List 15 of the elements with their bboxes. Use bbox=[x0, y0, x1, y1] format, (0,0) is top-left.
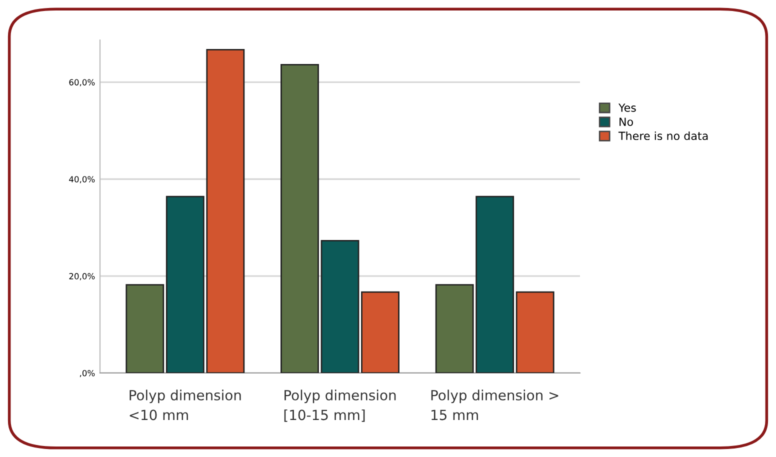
x-tick-label: Polyp dimension [10-15 mm] bbox=[284, 390, 396, 422]
x-tick-label: Polyp dimension > 15 mm bbox=[431, 390, 558, 420]
x-tick-label: Polyp dimension <10 mm bbox=[130, 390, 241, 420]
bar bbox=[280, 64, 319, 373]
y-tick-label: 40,0% bbox=[69, 176, 95, 184]
bar bbox=[516, 291, 554, 373]
legend-label: There is no data bbox=[618, 131, 708, 140]
y-tick-label: 60,0% bbox=[69, 79, 95, 86]
y-tick-label: ,0% bbox=[80, 370, 95, 378]
bar bbox=[320, 240, 360, 373]
legend-label: Yes bbox=[618, 104, 636, 112]
legend-label: No bbox=[620, 118, 633, 126]
bar bbox=[361, 291, 400, 373]
bar bbox=[126, 284, 164, 373]
y-tick-label: 20,0% bbox=[69, 273, 95, 280]
